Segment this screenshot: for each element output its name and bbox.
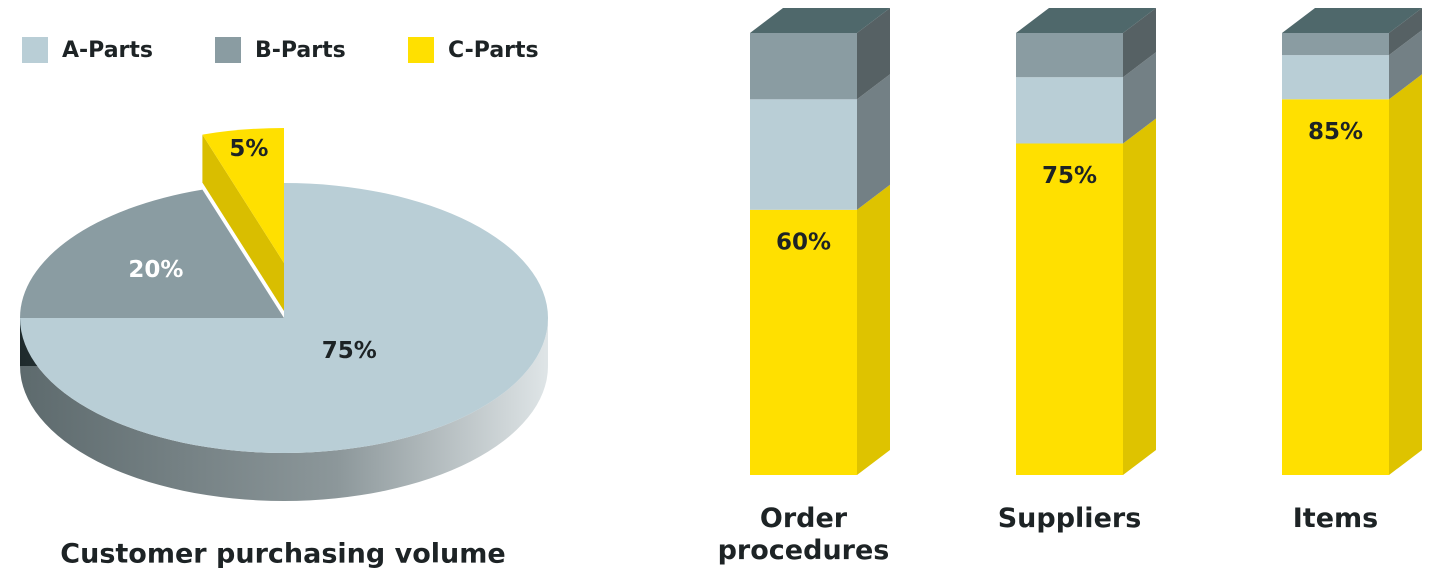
- category-wrap: Order procedures: [717, 503, 890, 566]
- bar-top: [750, 8, 890, 33]
- data-label: 75%: [1042, 163, 1097, 189]
- bar-segment: [1016, 143, 1123, 475]
- bar-segment: [1282, 55, 1389, 100]
- pie-title: Customer purchasing volume: [60, 539, 505, 570]
- legend-swatch: [215, 37, 241, 63]
- category-wrap: Suppliers: [997, 503, 1142, 534]
- pie-wall: [202, 134, 284, 311]
- legend-label: B-Parts: [255, 38, 346, 63]
- data-label: 20%: [128, 257, 183, 283]
- legend-label: C-Parts: [448, 38, 539, 63]
- category-label: Order procedures: [717, 503, 890, 566]
- bar-side: [1123, 8, 1156, 78]
- category-wrap: Items: [1292, 503, 1379, 534]
- data-label: 75%: [322, 338, 377, 364]
- bar-side: [857, 184, 890, 476]
- bar-segment: [750, 99, 857, 210]
- legend-swatch: [22, 37, 48, 63]
- pie-side: [20, 318, 548, 501]
- bar-segment: [750, 33, 857, 100]
- data-label: 5%: [229, 136, 268, 162]
- bar-segment: [1282, 99, 1389, 476]
- bar-side: [1123, 118, 1156, 475]
- bar-segment: [1016, 77, 1123, 144]
- bar-side: [857, 74, 890, 210]
- bar-top: [1016, 8, 1156, 33]
- data-label: 85%: [1308, 119, 1363, 145]
- bar-side: [1389, 74, 1422, 476]
- bar-segment: [750, 209, 857, 476]
- data-label: 60%: [776, 229, 831, 255]
- category-label: Items: [1292, 503, 1379, 534]
- pie-slice: [202, 128, 284, 263]
- legend-label: A-Parts: [62, 38, 153, 63]
- legend-swatch: [408, 37, 434, 63]
- bar-segment: [1016, 33, 1123, 78]
- bar-top: [1282, 8, 1422, 33]
- category-label: Suppliers: [997, 503, 1142, 534]
- bar-side: [1389, 30, 1422, 100]
- bar-segment: [1282, 33, 1389, 56]
- bar-side: [857, 8, 890, 100]
- bar-side: [1389, 8, 1422, 56]
- bar-side: [1123, 52, 1156, 144]
- pie-slice: [20, 189, 284, 318]
